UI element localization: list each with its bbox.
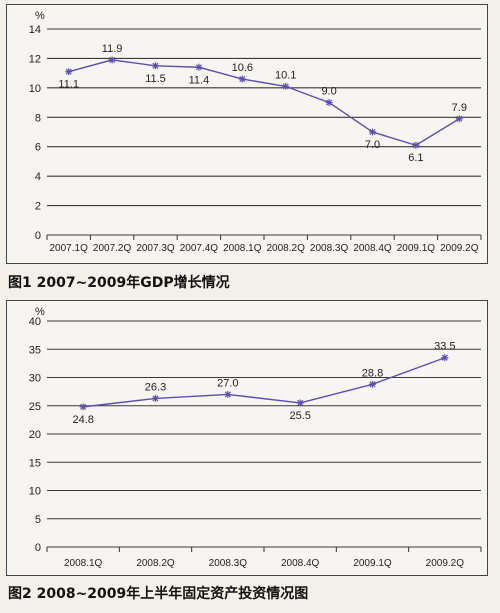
data-point xyxy=(412,141,420,149)
data-point xyxy=(152,394,159,402)
data-label: 33.5 xyxy=(434,341,455,353)
data-point xyxy=(108,56,116,64)
data-label: 10.1 xyxy=(275,69,296,81)
data-point xyxy=(65,68,73,76)
y-tick-label: 35 xyxy=(29,344,41,356)
y-tick-label: 0 xyxy=(35,542,41,554)
data-label: 26.3 xyxy=(145,381,166,393)
y-unit-label: % xyxy=(35,306,45,318)
y-tick-label: 15 xyxy=(29,457,41,469)
x-tick-label: 2008.4Q xyxy=(281,558,320,569)
gdp-chart-panel: % 14 12 10 8 6 4 2 0 2007.1Q 2007.2Q 2007.3Q 2007.4Q… xyxy=(6,4,488,264)
data-label: 10.6 xyxy=(232,62,253,74)
y-tick-label: 4 xyxy=(35,171,41,183)
data-label: 9.0 xyxy=(321,86,336,98)
x-tick-label: 2007.2Q xyxy=(93,243,132,254)
y-tick-label: 0 xyxy=(35,230,41,242)
y-tick-label: 8 xyxy=(35,112,41,124)
data-point xyxy=(224,390,232,398)
data-point xyxy=(325,99,333,107)
data-point xyxy=(79,403,87,411)
y-tick-label: 10 xyxy=(29,486,41,498)
data-label: 11.1 xyxy=(58,79,79,91)
x-tick-label: 2009.1Q xyxy=(397,243,436,254)
y-tick-label: 25 xyxy=(29,401,41,413)
data-label: 27.0 xyxy=(217,377,238,389)
data-label: 24.8 xyxy=(72,414,93,426)
data-point xyxy=(238,75,246,83)
investment-chart: %40 35 30 25 20 15 10 5 0 2008.1Q 2008.2Q 2008.3Q 20… xyxy=(29,306,482,569)
data-label: 7.0 xyxy=(365,139,380,151)
data-point xyxy=(152,62,159,70)
x-tick-label: 2009.2Q xyxy=(440,243,479,254)
x-tick-label: 2008.3Q xyxy=(209,558,248,569)
data-point xyxy=(369,128,376,136)
y-tick-label: 14 xyxy=(29,24,41,36)
series-line xyxy=(83,357,446,408)
x-tick-label: 2007.1Q xyxy=(50,243,89,254)
data-point xyxy=(282,82,290,90)
investment-chart-caption: 图2 2008~2009年上半年固定资产投资情况图 xyxy=(8,586,309,602)
gdp-chart: % 14 12 10 8 6 4 2 0 2007.1Q 2007.2Q 2007.3Q 2007.4Q… xyxy=(29,10,482,254)
x-tick-label: 2009.1Q xyxy=(353,558,392,569)
x-tick-label: 2008.1Q xyxy=(64,558,103,569)
data-label: 6.1 xyxy=(408,152,423,164)
x-tick-label: 2009.2Q xyxy=(426,558,465,569)
x-tick-label: 2007.3Q xyxy=(136,243,175,254)
data-point xyxy=(369,380,376,388)
x-tick-label: 2008.3Q xyxy=(310,243,349,254)
data-label: 7.9 xyxy=(452,102,467,114)
y-tick-label: 12 xyxy=(29,53,41,65)
investment-chart-panel: % 40 35 30 25 20 15 10 5 0 2008.1Q 2008.2Q 2008.3Q 20… xyxy=(6,300,488,576)
data-label: 25.5 xyxy=(289,410,310,422)
data-label: 11.4 xyxy=(189,74,210,86)
data-label: 28.8 xyxy=(362,367,383,379)
y-tick-label: 2 xyxy=(35,201,41,213)
x-tick-label: 2008.2Q xyxy=(267,243,306,254)
data-point xyxy=(296,399,304,407)
y-tick-label: 40 xyxy=(29,316,41,328)
data-point xyxy=(195,63,203,71)
gdp-chart-caption: 图1 2007~2009年GDP增长情况 xyxy=(8,275,230,291)
y-tick-label: 10 xyxy=(29,83,41,95)
x-tick-label: 2007.4Q xyxy=(180,243,219,254)
data-label: 11.5 xyxy=(145,73,166,85)
y-tick-label: 5 xyxy=(35,514,41,526)
y-unit-label: % xyxy=(35,10,45,22)
data-point xyxy=(441,354,449,362)
y-tick-label: 6 xyxy=(35,142,41,154)
x-tick-label: 2008.1Q xyxy=(223,243,262,254)
y-tick-label: 20 xyxy=(29,429,41,441)
y-tick-label: 30 xyxy=(29,373,41,385)
series-line xyxy=(68,59,460,147)
x-tick-label: 2008.4Q xyxy=(353,243,392,254)
x-tick-label: 2008.2Q xyxy=(136,558,175,569)
data-label: 11.9 xyxy=(102,43,123,55)
data-point xyxy=(455,115,463,123)
